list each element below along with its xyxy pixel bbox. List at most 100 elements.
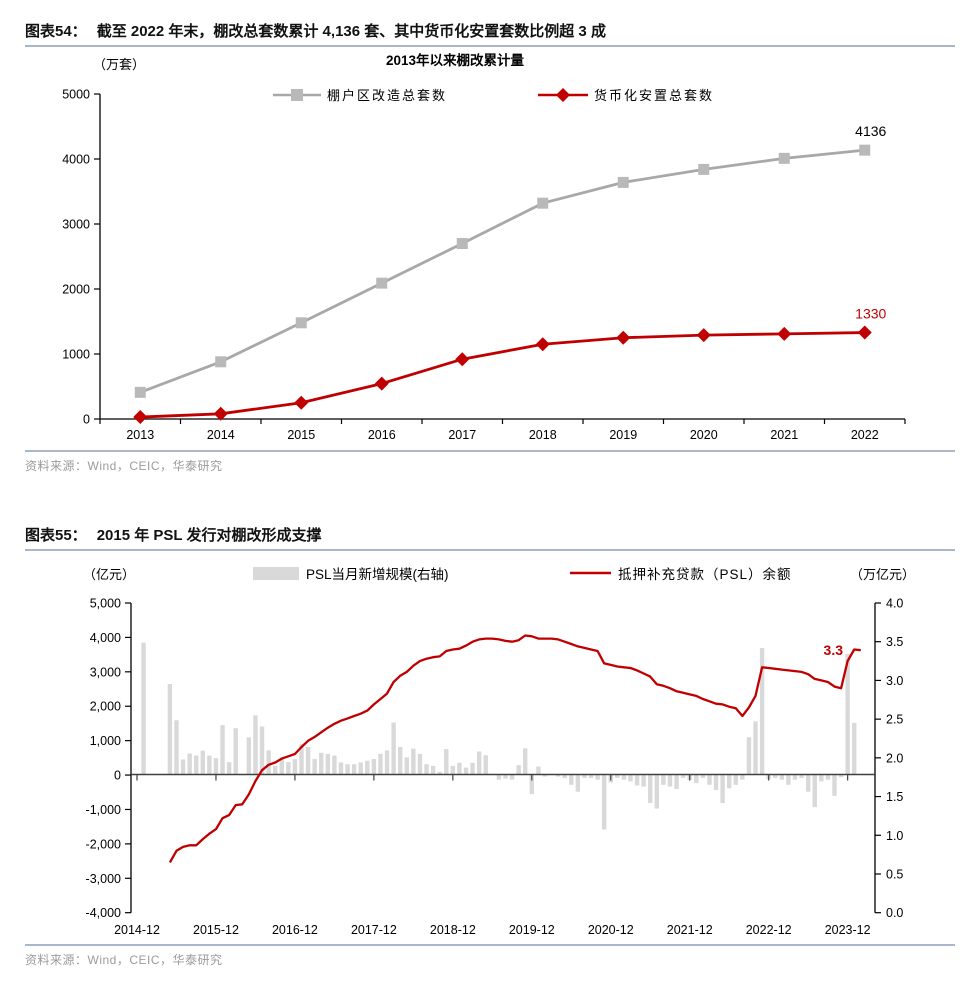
header-rule [25,45,955,47]
data-point-square [215,356,227,368]
y-tick-label: 5000 [62,88,90,102]
y-tick-label: 2.5 [886,713,903,727]
bar [601,774,607,830]
x-tick-label: 2020 [690,428,718,442]
figure-55-source: 资料来源：Wind，CEIC，华泰研究 [25,953,223,967]
bar [832,774,837,796]
bar [773,774,778,778]
bar [246,737,252,775]
data-point-square [537,197,549,209]
data-point-diamond [455,352,470,367]
end-value-label: 1330 [855,306,886,322]
data-point-diamond [616,330,631,345]
y-tick-label: -3,000 [86,872,121,886]
bar [746,737,752,775]
y-axis: 0 1000 2000 3000 4000 5000 [62,88,101,427]
bar [713,774,719,790]
bar [845,654,850,775]
figure-55-number: 图表55： [25,527,87,544]
bar [358,762,363,775]
left-axis-unit: （亿元） [83,567,135,582]
y-tick-label: 3,000 [90,665,121,679]
psl-chart: （亿元） PSL当月新增规模(右轴) 抵押补充贷款（PSL）余额 （万亿元） -4,00… [83,566,915,937]
left-y-axis: -4,000 -3,000 -2,000 -1,000 0 1,000 2,000 3,000… [86,597,132,920]
y-tick-label: 1.5 [886,790,903,804]
bar [727,774,732,789]
bar [266,750,271,775]
bar [628,774,633,782]
bar [305,746,311,775]
data-point-diamond [213,406,228,421]
y-tick-label: 4000 [62,153,90,167]
data-point-diamond [535,337,550,352]
bar [141,642,146,775]
x-tick-label: 2016 [368,428,396,442]
data-point-diamond [857,325,872,340]
x-tick-label: 2014-12 [114,923,160,937]
bar [852,722,857,775]
y-tick-label: 0 [83,413,90,427]
data-point-square [617,176,629,188]
y-tick-label: -4,000 [86,906,121,920]
y-tick-label: -2,000 [86,837,121,851]
bar [286,762,291,775]
bar [220,725,225,775]
bar [167,683,173,775]
bar [733,774,738,785]
bar [384,750,390,775]
psl-monthly-bars [141,642,857,830]
legend-bar-swatch [253,567,299,580]
legend-diamond-marker [556,88,570,102]
bar [753,721,758,775]
bar [259,726,265,775]
bar [312,759,317,775]
bar [444,749,449,775]
bar [720,774,725,804]
bar [194,755,199,775]
series-line [139,148,865,394]
bar [648,774,653,804]
x-tick-label: 2017-12 [351,923,397,937]
legend-label: 棚户区改造总套数 [327,88,447,103]
data-point-diamond [133,410,148,425]
right-axis-unit: （万亿元） [850,567,915,582]
series-square: 4136 [134,123,887,398]
header-rule [25,549,955,551]
y-tick-label: 2,000 [90,700,121,714]
bar [779,774,785,780]
bar [338,762,344,775]
x-tick-label: 2015-12 [193,923,239,937]
bar [476,751,482,775]
legend-square-marker [291,89,303,101]
figure-54-header: 图表54： 截至 2022 年末，棚改总套数累计 4,136 套、其中货币化安置套… [25,22,955,42]
legend-label: 货币化安置总套数 [594,88,714,103]
bar [799,774,804,778]
y-tick-label: 4.0 [886,597,903,611]
bar [398,746,403,775]
y-tick-label: 1000 [62,348,90,362]
bar [700,774,706,778]
figure-55: 图表55： 2015 年 PSL 发行对棚改形成支撑 （亿元） PSL当月新增规模(… [25,526,955,968]
footer-rule [25,450,955,452]
y-tick-label: 3000 [62,218,90,232]
y-tick-label: 4,000 [90,631,121,645]
y-tick-label: 1,000 [90,734,121,748]
bar [299,744,304,775]
y-tick-label: 2.0 [886,751,903,765]
data-point-square [778,152,790,164]
bar [536,766,541,775]
bar [430,765,436,775]
bar [523,748,528,775]
x-tick-label: 2022 [851,428,879,442]
bar [805,774,811,792]
data-point-diamond [696,328,711,343]
data-point-diamond [777,326,792,341]
bar [595,774,600,780]
x-tick-label: 2023-12 [825,923,871,937]
bar [174,720,179,775]
bar [371,759,377,775]
bar [661,774,666,785]
bar [404,757,409,775]
data-point-diamond [294,395,309,410]
